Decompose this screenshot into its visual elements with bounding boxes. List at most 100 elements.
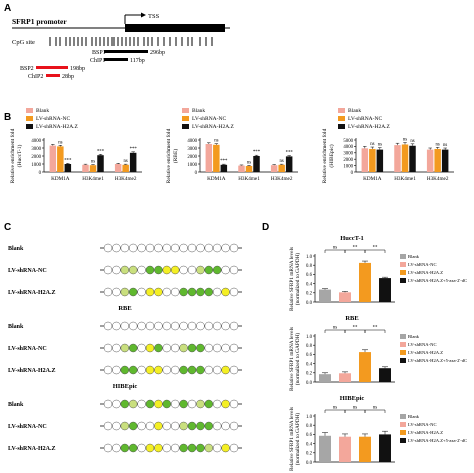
methylation-dot <box>204 421 214 431</box>
methylation-dot <box>179 287 188 297</box>
y-tick-label: 0.2 <box>306 372 313 377</box>
methylation-dot <box>221 287 230 297</box>
y-tick-label: 1.0 <box>306 255 313 260</box>
methylation-dot <box>204 365 214 375</box>
bar <box>285 156 293 172</box>
methylation-dot <box>137 343 146 353</box>
methylation-dot <box>120 265 130 275</box>
bar <box>376 149 384 172</box>
significance-label: ns <box>247 160 251 165</box>
y-axis-label: Relative SFRP1 mRNA levels <box>289 247 295 311</box>
y-tick-label: 0.0 <box>306 381 313 386</box>
legend-swatch <box>182 108 189 113</box>
methylation-dot <box>204 321 214 331</box>
methylation-dot <box>221 243 230 253</box>
methylation-dot <box>154 243 163 253</box>
methylation-dot <box>120 243 130 253</box>
bar <box>213 144 220 172</box>
methylation-dot <box>221 365 230 375</box>
legend-swatch <box>400 430 406 435</box>
bar <box>57 146 64 172</box>
legend-label: Blank <box>36 108 49 114</box>
y-tick-label: 0.0 <box>306 461 313 466</box>
methylation-dot <box>229 399 239 409</box>
methylation-dot <box>204 343 214 353</box>
bar <box>82 164 89 172</box>
methylation-dot <box>128 421 138 431</box>
x-tick-label: KDM1A <box>363 176 382 182</box>
methylation-dot <box>112 443 121 453</box>
methylation-dot <box>154 265 163 275</box>
panel-letter-d: D <box>262 222 269 233</box>
methylation-dot <box>145 365 155 375</box>
x-tick-label: H3K4me2 <box>271 176 293 182</box>
methylation-dot <box>204 399 214 409</box>
chart-title: RBE <box>345 315 358 322</box>
methylation-dot <box>212 287 222 297</box>
legend-label: LV-shRNA-H2A.Z+5-aza-2'-dC <box>408 278 467 283</box>
row-label: Blank <box>8 246 24 252</box>
significance-label: *** <box>64 158 72 163</box>
y-axis-label: Relative enrichment fold <box>9 128 16 183</box>
bar <box>253 156 260 172</box>
y-tick-label: 0 <box>39 171 42 176</box>
significance-label: *** <box>253 150 261 155</box>
methylation-dot <box>179 421 188 431</box>
significance-label: ns <box>333 246 337 251</box>
methylation-dot <box>128 343 138 353</box>
legend-label: LV-shRNA-NC <box>408 422 437 427</box>
methylation-dot <box>103 421 113 431</box>
methylation-dot <box>112 321 121 331</box>
methylation-dot <box>229 287 239 297</box>
methylation-dot <box>229 321 239 331</box>
legend-label: LV-shRNA-NC <box>36 116 70 122</box>
y-tick-label: 2000 <box>187 155 197 160</box>
chip2-name: ChIP2 <box>28 74 43 80</box>
bar <box>129 152 137 172</box>
significance-label: ns <box>333 406 337 411</box>
legend-label: LV-shRNA-H2A.Z <box>192 124 235 130</box>
methylation-dot <box>103 365 113 375</box>
methylation-dot <box>154 443 163 453</box>
x-tick-label: H3K4me2 <box>115 176 137 182</box>
x-tick-label: KDM1A <box>51 176 70 182</box>
legend-swatch <box>26 108 33 113</box>
methylation-dot <box>196 443 205 453</box>
significance-label: ns <box>280 159 284 164</box>
bsp2-bar <box>36 66 68 69</box>
significance-label: ** <box>373 246 378 251</box>
legend-label: LV-shRNA-H2A.Z+5-aza-2'-dC <box>408 438 467 443</box>
methylation-dot <box>137 321 146 331</box>
chip2-size: 28bp <box>62 74 74 80</box>
methylation-dot <box>179 343 188 353</box>
y-tick-label: 0 <box>351 171 354 176</box>
panel-letter-c: C <box>4 222 11 233</box>
significance-label: ns <box>403 138 407 143</box>
bar <box>379 278 391 302</box>
y-tick-label: 4000 <box>31 139 41 144</box>
y-tick-label: 4000 <box>187 139 197 144</box>
y-tick-label: 1000 <box>187 163 197 168</box>
chip1-name: ChIP1 <box>90 58 105 64</box>
bar <box>394 145 401 172</box>
significance-label: *** <box>286 151 294 156</box>
x-tick-label: KDM1A <box>207 176 226 182</box>
methylation-dot <box>137 421 146 431</box>
legend-swatch <box>400 438 406 443</box>
bar <box>339 436 351 462</box>
bsp1-size: 296bp <box>150 50 165 56</box>
legend-label: Blank <box>192 108 205 114</box>
legend-label: Blank <box>408 414 420 419</box>
methylation-dot <box>162 443 172 453</box>
legend-label: LV-shRNA-NC <box>192 116 226 122</box>
legend-label: LV-shRNA-NC <box>408 342 437 347</box>
methylation-dot <box>179 265 188 275</box>
significance-label: *** <box>220 159 228 164</box>
bar <box>245 166 253 172</box>
y-tick-label: 0.6 <box>306 433 313 438</box>
legend-swatch <box>400 422 406 427</box>
methylation-dot <box>187 243 197 253</box>
significance-label: ns <box>373 406 377 411</box>
y-tick-label: 0 <box>195 171 198 176</box>
methylation-dot <box>154 343 163 353</box>
